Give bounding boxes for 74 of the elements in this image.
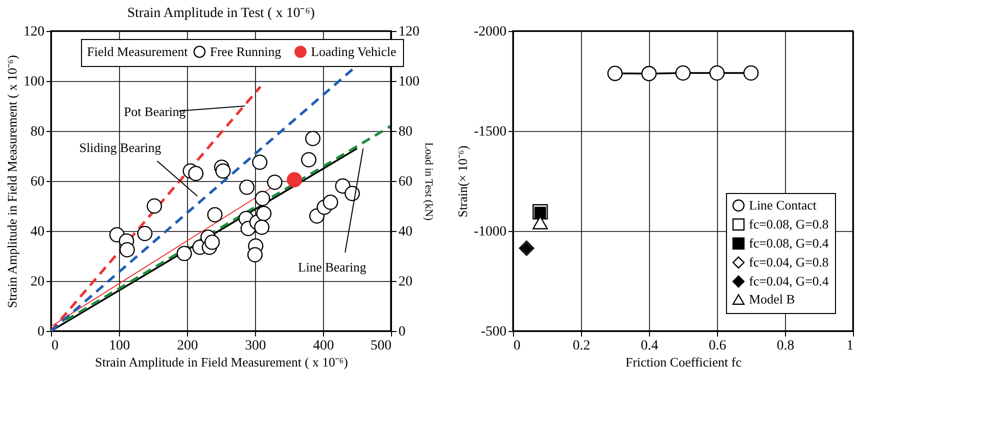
point [344, 186, 360, 202]
point [607, 66, 623, 82]
x-tick-label: 100 [109, 338, 130, 354]
point [207, 207, 223, 222]
y-tick-label: 60 [30, 174, 44, 190]
y-tick-label: -2000 [474, 24, 506, 40]
y2-tick-label: 120 [398, 24, 420, 40]
point [247, 247, 263, 262]
y-axis-title: Strain(× 10⁻⁶) [454, 146, 470, 218]
y-tick-label: 0 [38, 324, 44, 340]
chart-title: Strain Amplitude in Test ( x 10⁻⁶) [127, 6, 316, 21]
point [675, 65, 691, 81]
y-axis-title: Strain Amplitude in Field Measurement ( x 10⁻⁶) [4, 55, 20, 308]
annotation: Pot Bearing [124, 104, 186, 119]
y-tick-label: 20 [30, 274, 44, 290]
legend-label: fc=0.08, G=0.4 [749, 236, 830, 250]
y-tick-label: 100 [24, 74, 44, 90]
point [322, 194, 338, 210]
point [305, 130, 320, 146]
legend-title: Field Measurement [87, 44, 188, 59]
x-tick-label: 0 [52, 338, 58, 354]
point [137, 226, 153, 242]
x-tick-label: 0.8 [776, 338, 794, 354]
point [532, 216, 548, 230]
x-tick-label: 500 [370, 338, 392, 354]
point [252, 154, 268, 170]
y2-tick-label: 80 [398, 124, 412, 140]
x-tick-label: 0.2 [572, 338, 590, 354]
legend-label: Loading Vehicle [311, 44, 397, 59]
point [286, 172, 302, 188]
annotation: Sliding Bearing [79, 140, 162, 155]
annotation: Line Bearing [298, 260, 367, 274]
point [709, 65, 725, 81]
point [267, 174, 282, 190]
x-tick-label: 0 [514, 338, 520, 354]
legend-label: fc=0.04, G=0.8 [749, 254, 829, 270]
y2-tick-label: 40 [398, 224, 412, 240]
x-tick-label: 200 [177, 338, 198, 354]
y2-tick-label: 100 [398, 74, 420, 90]
y-tick-label: -1500 [474, 124, 506, 140]
point [254, 220, 270, 235]
point [215, 163, 231, 179]
point [204, 234, 220, 250]
y-tick-label: -500 [480, 324, 506, 340]
y-tick-label: 80 [30, 124, 44, 140]
point [256, 206, 272, 222]
y-tick-label: 120 [24, 24, 44, 40]
legend-label: fc=0.08, G=0.8 [749, 216, 829, 232]
x-tick-label: 1 [846, 338, 854, 354]
y-tick-label: -1000 [474, 224, 506, 240]
point [239, 180, 255, 195]
point [119, 242, 135, 258]
point [188, 166, 204, 182]
y-tick-label: 40 [30, 224, 44, 240]
y2-axis-title: Load in Test (kN) [422, 142, 434, 221]
x-axis-title: Friction Coefficient fc [625, 354, 742, 370]
x-tick-label: 300 [245, 338, 266, 354]
point [641, 66, 657, 82]
point [301, 152, 316, 168]
point [146, 198, 162, 214]
y2-tick-label: 20 [398, 274, 412, 290]
legend-label: Model B [749, 292, 796, 306]
legend-label: Line Contact [749, 198, 817, 212]
x-tick-label: 0.4 [640, 338, 658, 354]
y2-tick-label: 0 [398, 324, 406, 340]
legend-label: fc=0.04, G=0.4 [749, 274, 830, 288]
y2-tick-label: 60 [398, 174, 412, 190]
legend-label: Free Running [210, 44, 282, 59]
point [743, 65, 759, 81]
x-tick-label: 0.6 [708, 338, 726, 354]
x-tick-label: 400 [313, 338, 334, 354]
point [176, 246, 192, 262]
point [254, 190, 270, 206]
x-axis-title: Strain Amplitude in Field Measurement ( x 10⁻⁶) [95, 354, 348, 370]
